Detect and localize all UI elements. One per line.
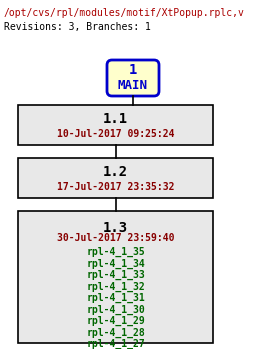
Text: rpl-4_1_35: rpl-4_1_35 xyxy=(86,247,145,257)
Bar xyxy=(18,211,213,343)
FancyBboxPatch shape xyxy=(107,60,159,96)
Text: rpl-4_1_34: rpl-4_1_34 xyxy=(86,259,145,269)
Text: 1.3: 1.3 xyxy=(103,221,128,235)
Text: 30-Jul-2017 23:59:40: 30-Jul-2017 23:59:40 xyxy=(57,233,174,243)
Bar xyxy=(18,105,213,145)
Text: rpl-4_1_29: rpl-4_1_29 xyxy=(86,316,145,326)
Text: 1.2: 1.2 xyxy=(103,165,128,179)
Text: 1: 1 xyxy=(129,63,137,77)
Text: rpl-4_1_27: rpl-4_1_27 xyxy=(86,339,145,349)
Text: /opt/cvs/rpl/modules/motif/XtPopup.rplc,v: /opt/cvs/rpl/modules/motif/XtPopup.rplc,… xyxy=(4,8,245,18)
Text: rpl-4_1_32: rpl-4_1_32 xyxy=(86,282,145,292)
Text: 17-Jul-2017 23:35:32: 17-Jul-2017 23:35:32 xyxy=(57,182,174,192)
Text: Revisions: 3, Branches: 1: Revisions: 3, Branches: 1 xyxy=(4,22,151,32)
Text: rpl-4_1_28: rpl-4_1_28 xyxy=(86,327,145,338)
Text: rpl-4_1_33: rpl-4_1_33 xyxy=(86,270,145,280)
Bar xyxy=(18,158,213,198)
Text: MAIN: MAIN xyxy=(118,80,148,92)
Text: rpl-4_1_31: rpl-4_1_31 xyxy=(86,293,145,303)
Text: rpl-4_1_30: rpl-4_1_30 xyxy=(86,304,145,315)
Text: 10-Jul-2017 09:25:24: 10-Jul-2017 09:25:24 xyxy=(57,129,174,139)
Text: 1.1: 1.1 xyxy=(103,112,128,126)
